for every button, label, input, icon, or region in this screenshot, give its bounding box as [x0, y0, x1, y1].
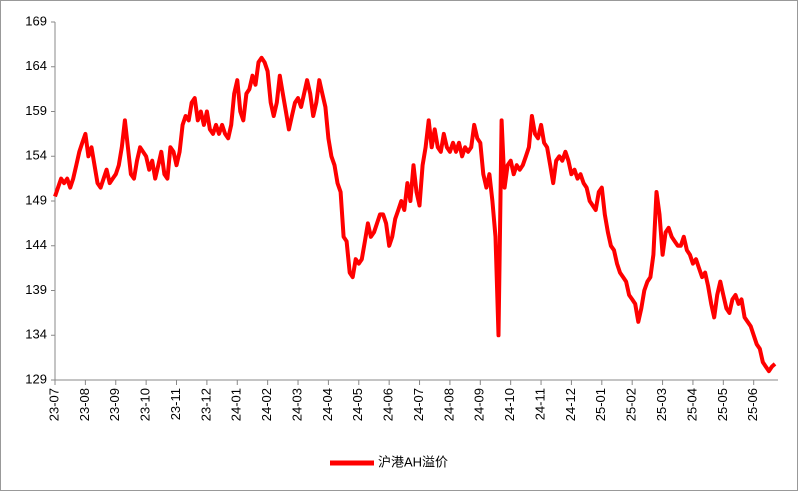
x-tick-label: 24-05	[350, 388, 365, 421]
x-tick-label: 23-12	[198, 388, 213, 421]
x-tick-label: 25-04	[684, 388, 699, 421]
x-tick-label: 23-09	[107, 388, 122, 421]
x-tick-label: 24-12	[563, 388, 578, 421]
x-tick-label: 24-02	[259, 388, 274, 421]
x-tick-label: 24-01	[229, 388, 244, 421]
y-tick-label: 149	[25, 192, 47, 207]
x-tick-label: 25-02	[624, 388, 639, 421]
y-tick-label: 134	[25, 327, 47, 342]
x-tick-label: 25-06	[745, 388, 760, 421]
y-tick-label: 144	[25, 237, 47, 252]
y-tick-label: 139	[25, 282, 47, 297]
data-line	[53, 55, 777, 374]
x-tick-label: 24-11	[532, 388, 547, 420]
x-tick-label: 24-07	[411, 388, 426, 421]
y-tick-label: 154	[25, 148, 47, 163]
y-tick-label: 169	[25, 13, 47, 28]
y-tick-label: 164	[25, 58, 47, 73]
x-tick-label: 24-10	[502, 388, 517, 421]
x-tick-label: 24-09	[472, 388, 487, 421]
x-tick-label: 23-07	[46, 388, 61, 421]
x-tick-label: 23-08	[77, 388, 92, 421]
x-tick-label: 24-08	[441, 388, 456, 421]
x-tick-label: 24-06	[381, 388, 396, 421]
y-tick-label: 159	[25, 103, 47, 118]
x-tick-label: 25-05	[715, 388, 730, 421]
y-tick-label: 129	[25, 371, 47, 386]
x-tick-label: 25-01	[593, 388, 608, 421]
x-tick-label: 24-04	[320, 388, 335, 421]
legend-label: 沪港AH溢价	[378, 454, 448, 469]
x-tick-label: 23-10	[138, 388, 153, 421]
x-tick-label: 23-11	[168, 388, 183, 420]
x-tick-label: 24-03	[289, 388, 304, 421]
x-tick-label: 25-03	[654, 388, 669, 421]
